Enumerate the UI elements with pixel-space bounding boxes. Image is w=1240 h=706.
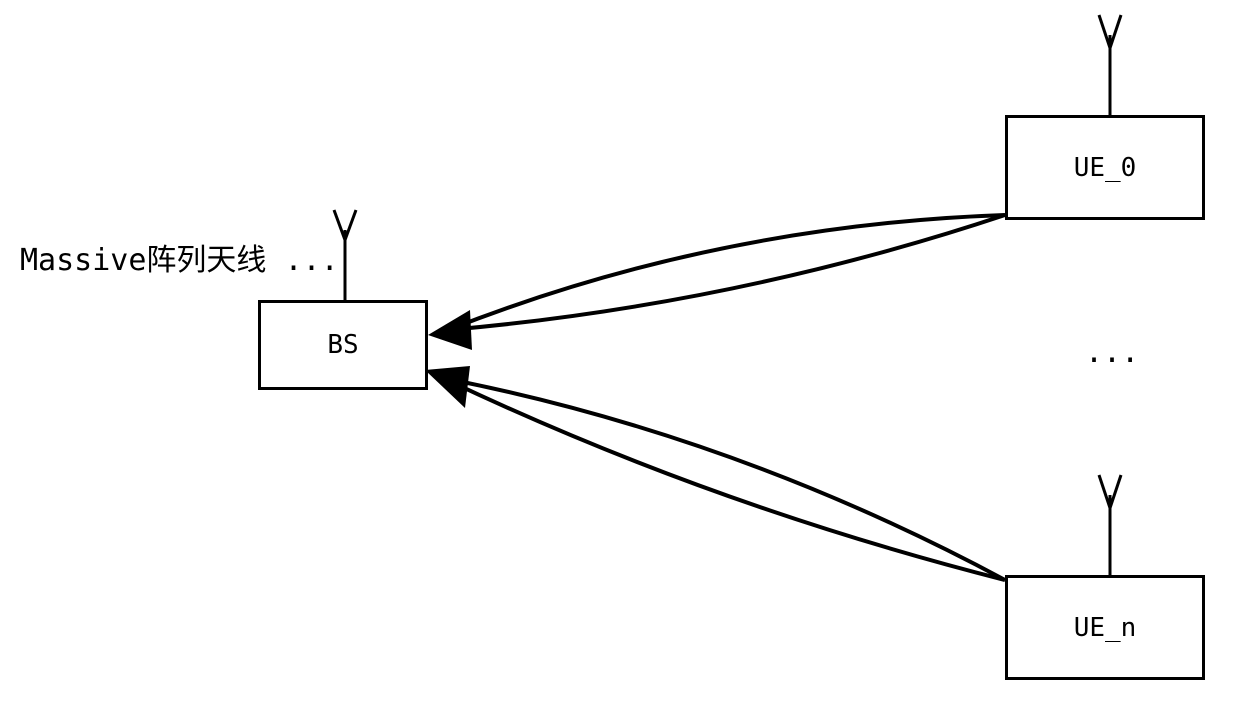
bs-label: BS [327, 330, 358, 360]
massive-antenna-label: Massive阵列天线 ... [20, 235, 339, 279]
ue-ellipsis: ... [1085, 335, 1139, 370]
ue0-antenna-icon [1099, 15, 1121, 115]
edge-uen-bs [425, 366, 1005, 580]
uen-node: UE_n [1005, 575, 1205, 680]
uen-antenna-icon [1099, 475, 1121, 575]
uen-label: UE_n [1074, 613, 1137, 643]
ue0-node: UE_0 [1005, 115, 1205, 220]
bs-node: BS [258, 300, 428, 390]
edge-ue0-bs [428, 215, 1005, 350]
ue0-label: UE_0 [1074, 153, 1137, 183]
